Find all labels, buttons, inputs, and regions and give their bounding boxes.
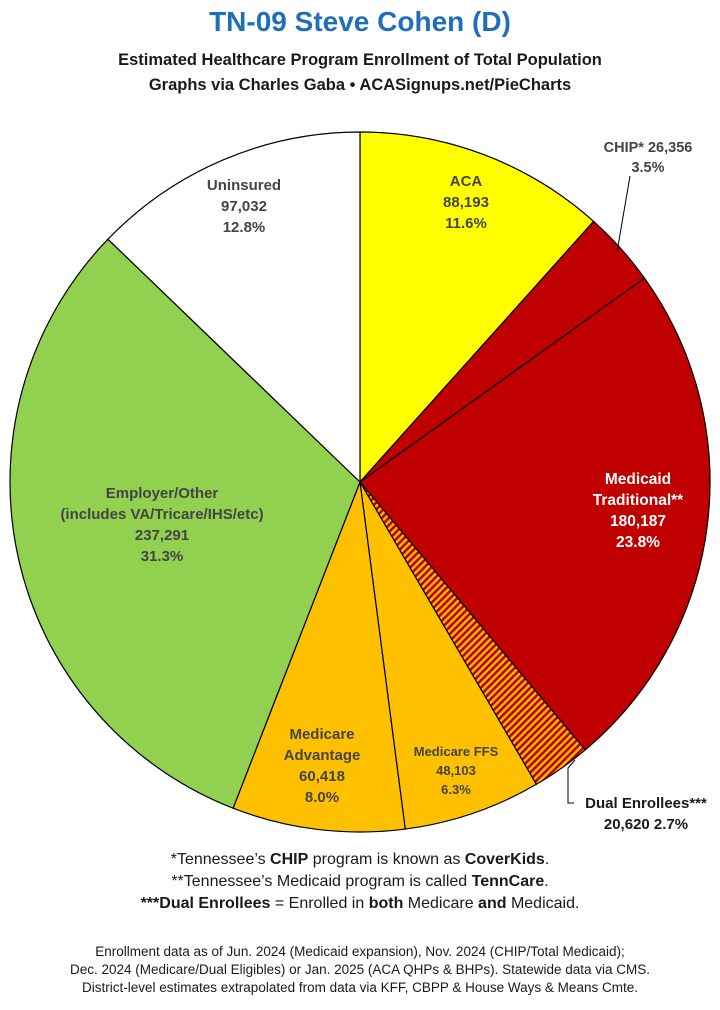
leader-line-chip — [616, 175, 631, 253]
footnotes: *Tennessee’s CHIP program is known as Co… — [0, 849, 720, 915]
source-note: Enrollment data as of Jun. 2024 (Medicai… — [70, 944, 650, 995]
slice-label-dual: Dual Enrollees*** 20,620 2.7% — [585, 795, 707, 833]
pie-slice-medicaid — [359, 277, 711, 751]
slice-label-uninsured: Uninsured 97,032 12.8% — [207, 177, 281, 236]
pie-slice-medicare-ffs — [359, 481, 538, 830]
leader-line-dual — [567, 759, 576, 804]
slice-label-medicare-ffs: Medicare FFS 48,103 6.3% — [414, 744, 499, 797]
footnote-chip: *Tennessee’s CHIP program is known as Co… — [170, 851, 550, 868]
pie-chart: ACA 88,193 11.6% CHIP* 26,356 3.5% Medicaid Tr… — [9, 131, 711, 833]
footnote-medicaid: **Tennessee’s Medicaid program is called… — [171, 873, 549, 890]
pie-slice-uninsured — [107, 131, 361, 484]
slice-label-chip: CHIP* 26,356 3.5% — [604, 140, 693, 176]
pie-slice-medicare-adv — [232, 481, 406, 833]
slice-label-medicaid: Medicaid Traditional** 180,187 23.8% — [593, 471, 684, 551]
pie-slice-employer — [9, 238, 361, 809]
footnote-dual: ***Dual Enrollees = Enrolled in both Med… — [140, 895, 580, 912]
chart-title: TN-09 Steve Cohen (D) — [209, 6, 511, 37]
slice-label-aca: ACA 88,193 11.6% — [443, 173, 489, 232]
pie-slice-aca — [359, 131, 595, 484]
slice-label-medicare-adv: Medicare Advantage 60,418 8.0% — [284, 726, 361, 806]
chart-subtitle: Estimated Healthcare Program Enrollment … — [118, 51, 602, 69]
slice-label-employer: Employer/Other (includes VA/Tricare/IHS/e… — [60, 485, 263, 565]
chart-credit: Graphs via Charles Gaba • ACASignups.net… — [148, 76, 572, 94]
